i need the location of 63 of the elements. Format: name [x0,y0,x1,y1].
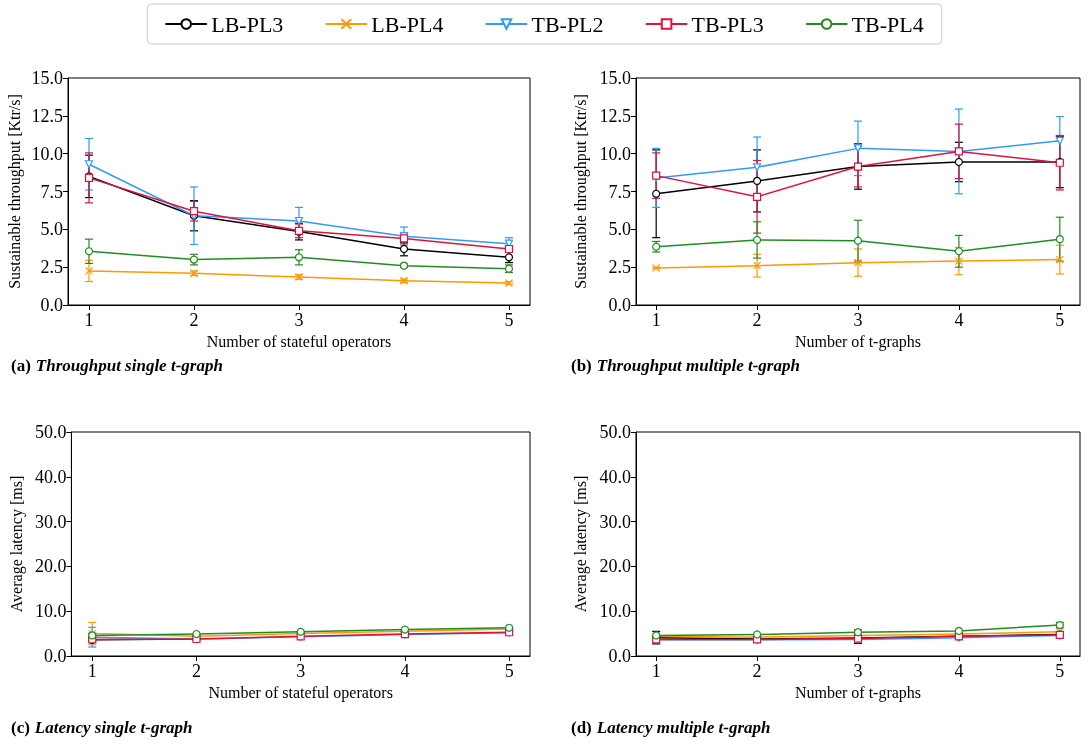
x-tick-label: 5 [504,310,514,330]
y-tick-label: 40.0 [599,466,631,487]
y-tick-label: 0.0 [608,646,631,666]
legend-label: TB-PL3 [691,11,764,37]
y-tick-label: 7.5 [608,181,631,202]
text: (a) Throughput single t-graph [11,355,223,375]
y-tick-label: 12.5 [31,105,63,126]
y-tick-label: 10.0 [599,601,631,622]
x-tick-label: 4 [399,310,409,330]
y-tick-label: 5.0 [40,219,63,240]
x-tick-label: 1 [651,310,661,330]
y-tick-label: 10.0 [34,601,67,622]
y-tick-label: 20.0 [34,556,67,577]
y-axis-title: Average latency [ms] [572,475,591,613]
y-axis-title: Average latency [ms] [7,475,26,613]
legend-label: TB-PL4 [851,11,924,37]
x-axis-title: Number of t-graphs [794,333,922,352]
y-tick-label: 0.0 [43,646,67,666]
x-tick-label: 2 [191,661,201,681]
y-tick-label: 10.0 [599,143,631,164]
y-tick-label: 50.0 [599,422,631,442]
y-tick-label: 50.0 [34,422,67,442]
y-tick-label: 0.0 [40,295,63,315]
y-tick-label: 15.0 [599,68,631,88]
y-tick-label: 0.0 [608,295,631,315]
x-tick-label: 5 [1055,661,1065,681]
x-tick-label: 5 [504,661,514,681]
y-tick-label: 12.5 [599,105,631,126]
x-tick-label: 4 [954,310,964,330]
text: (b) Throughput multiple t-graph [571,355,800,375]
text: (d) Latency multiple t-graph [571,717,771,737]
x-tick-label: 1 [87,661,97,681]
x-tick-label: 4 [400,661,410,681]
x-tick-label: 3 [294,310,304,330]
text: (c) Latency single t-graph [11,717,193,737]
y-tick-label: 2.5 [40,257,63,278]
x-tick-label: 5 [1055,310,1065,330]
x-axis-title: Number of t-graphs [794,684,922,703]
y-tick-label: 15.0 [31,68,63,88]
y-tick-label: 7.5 [40,181,63,202]
y-axis-title: Sustainable throughput [Ktr/s] [572,94,591,289]
x-tick-label: 1 [651,661,661,681]
y-tick-label: 30.0 [34,511,67,532]
y-tick-label: 30.0 [599,511,631,532]
x-tick-label: 4 [954,661,964,681]
y-tick-label: 40.0 [34,466,67,487]
y-tick-label: 2.5 [608,257,631,278]
y-tick-label: 10.0 [31,143,63,164]
x-tick-label: 2 [189,310,199,330]
x-tick-label: 1 [84,310,94,330]
x-tick-label: 3 [853,661,863,681]
legend-label: LB-PL3 [211,11,284,37]
x-tick-label: 3 [853,310,863,330]
legend-label: LB-PL4 [371,11,444,37]
x-tick-label: 3 [296,661,306,681]
x-axis-title: Number of stateful operators [206,333,392,352]
x-tick-label: 2 [752,661,762,681]
y-axis-title: Sustainable throughput [Ktr/s] [5,94,24,289]
legend-label: TB-PL2 [531,11,604,37]
y-tick-label: 20.0 [599,556,631,577]
x-tick-label: 2 [752,310,762,330]
x-axis-title: Number of stateful operators [208,684,393,703]
y-tick-label: 5.0 [608,219,631,240]
